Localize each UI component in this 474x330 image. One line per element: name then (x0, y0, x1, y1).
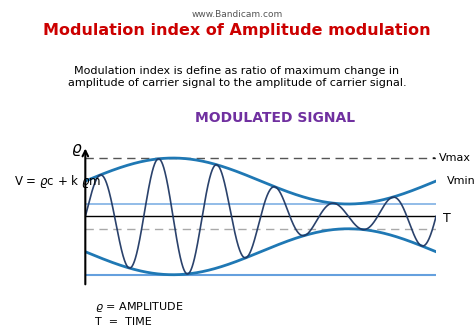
Text: T  =  TIME: T = TIME (95, 317, 152, 327)
Text: MODULATED SIGNAL: MODULATED SIGNAL (195, 111, 355, 124)
Text: www.Bandicam.com: www.Bandicam.com (191, 10, 283, 19)
Text: Vmax: Vmax (439, 153, 471, 163)
Text: Modulation index of Amplitude modulation: Modulation index of Amplitude modulation (43, 23, 431, 38)
Text: Modulation index is define as ratio of maximum change in
amplitude of carrier si: Modulation index is define as ratio of m… (68, 66, 406, 87)
Text: $\varrho$ = AMPLITUDE: $\varrho$ = AMPLITUDE (95, 300, 183, 314)
Text: Vmin: Vmin (447, 176, 474, 186)
Text: $\varrho$: $\varrho$ (71, 142, 82, 158)
Text: V = $\varrho$c + k $\varrho$m: V = $\varrho$c + k $\varrho$m (14, 173, 101, 190)
Text: T: T (443, 212, 451, 225)
